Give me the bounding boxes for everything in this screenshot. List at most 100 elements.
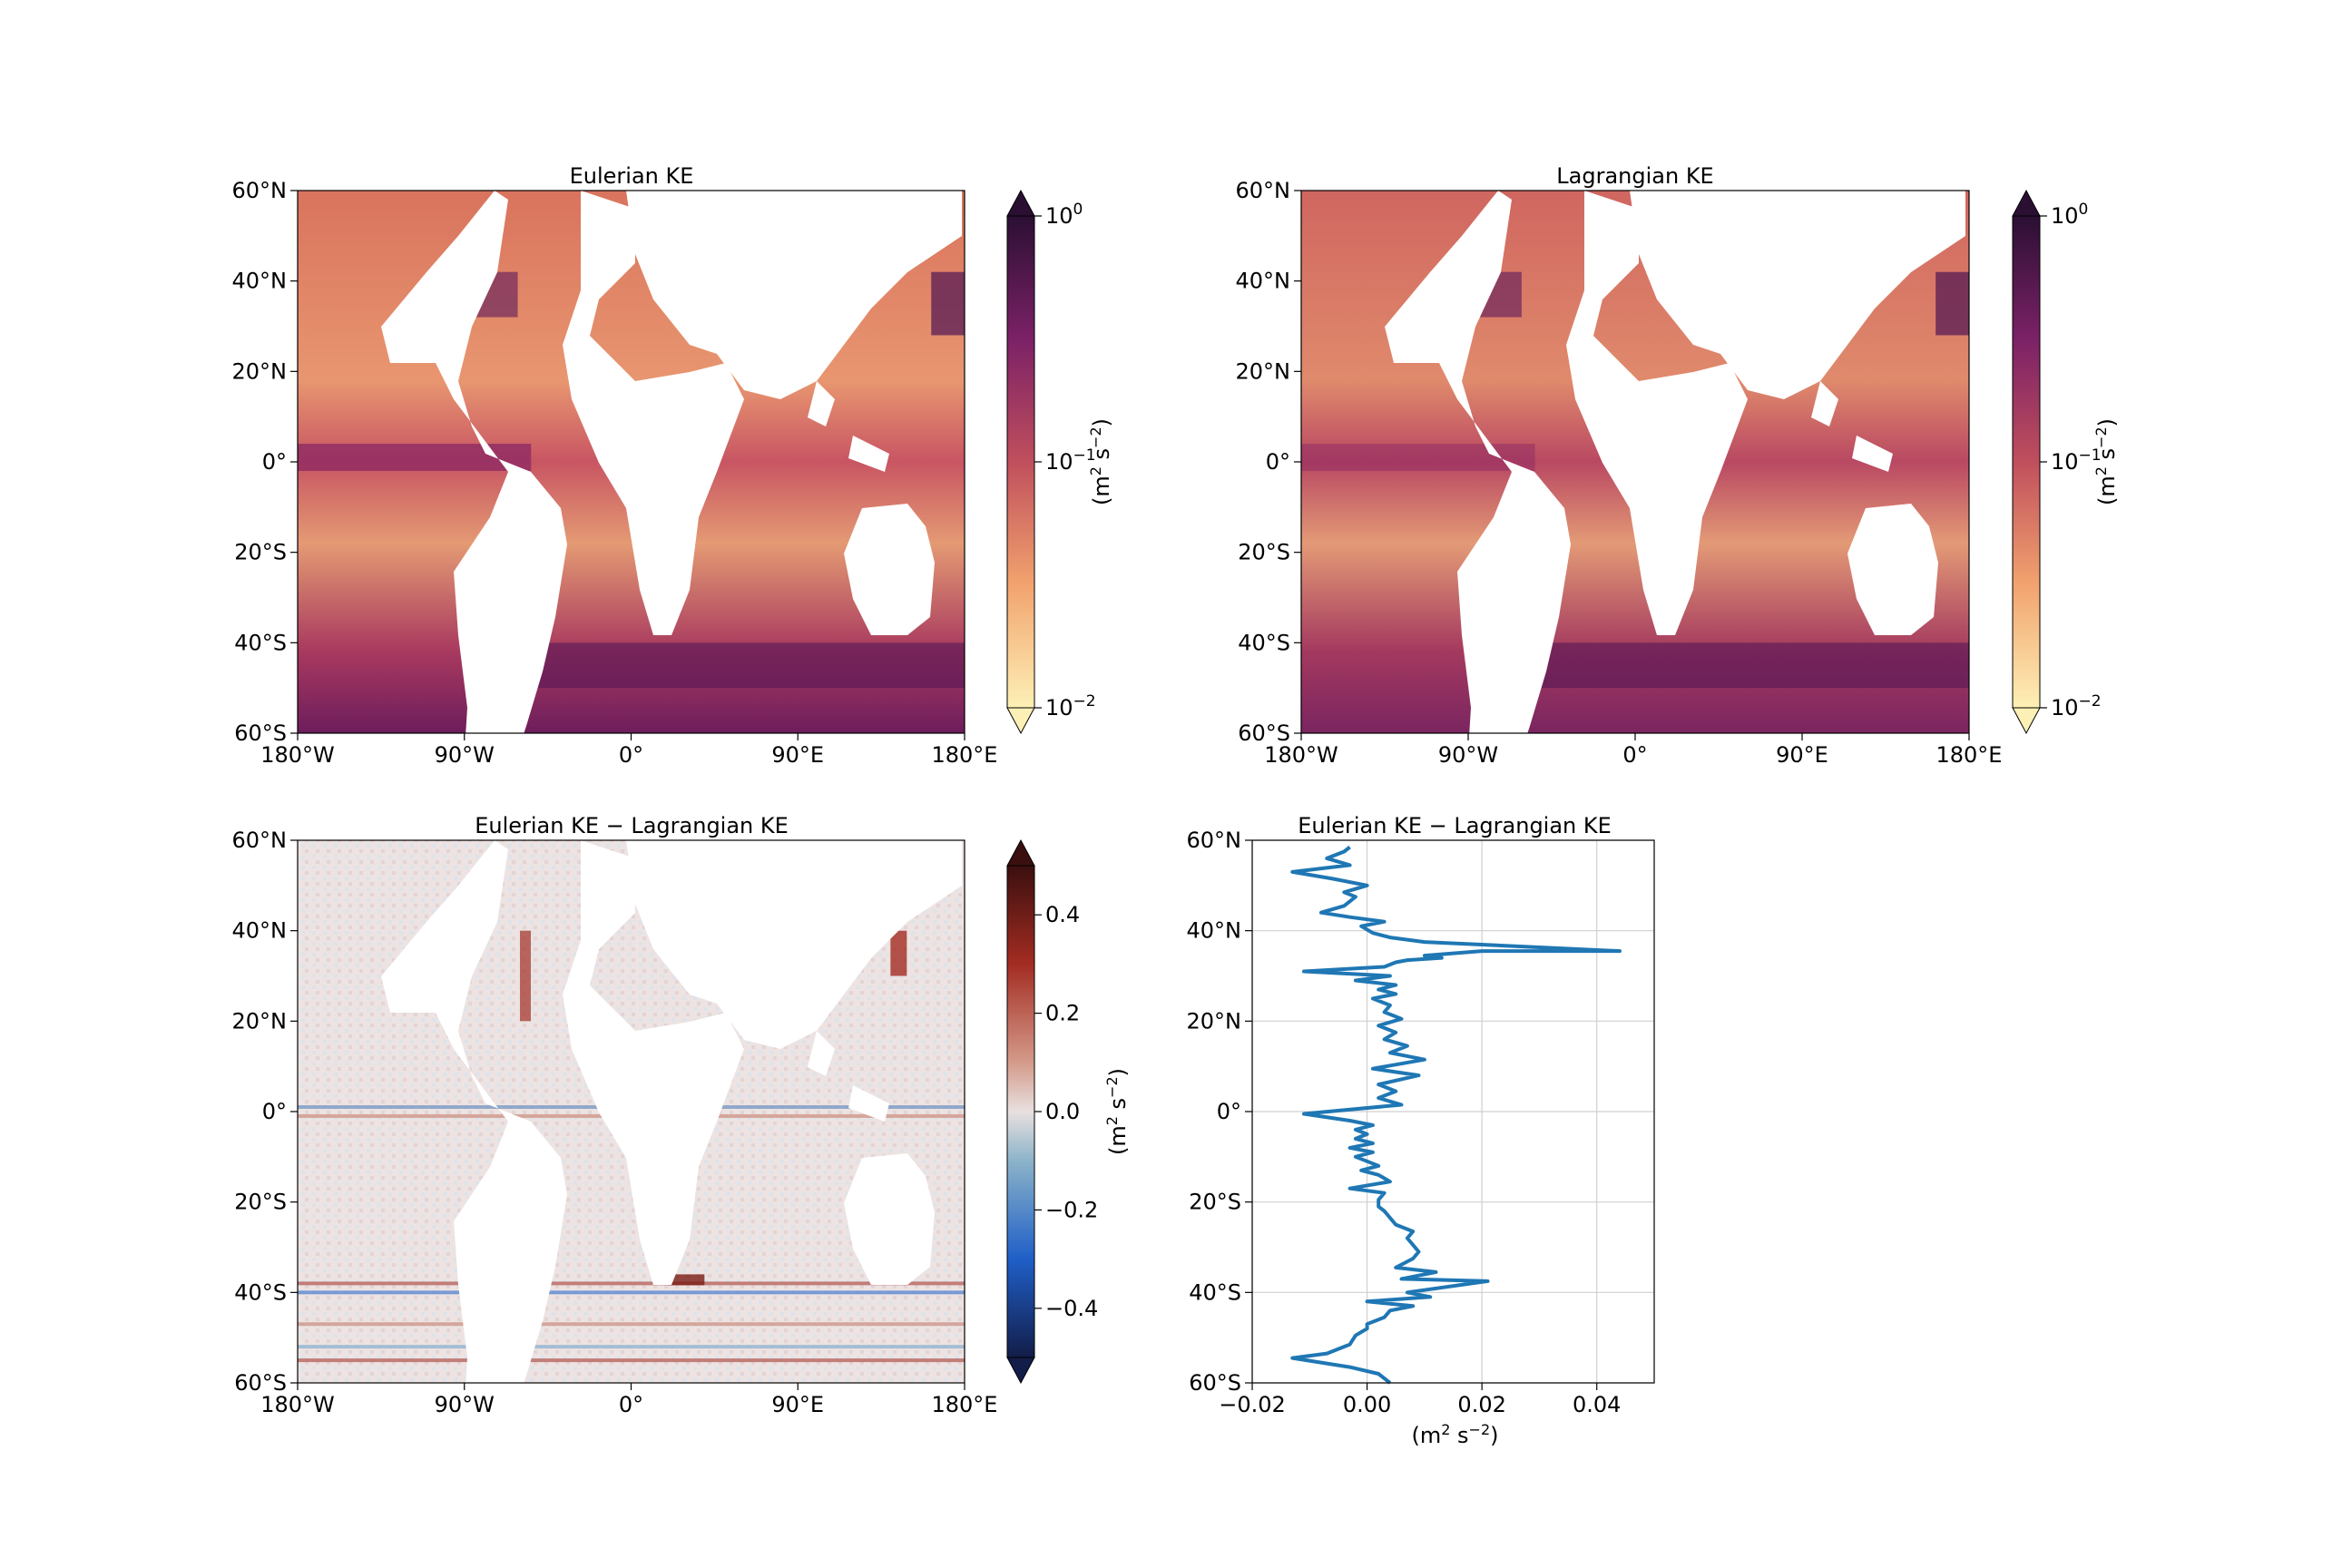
- colorbar-tick-label: 100: [1045, 201, 1083, 229]
- x-tick-label: 90°W: [1438, 742, 1498, 768]
- profile-series: [1290, 845, 1622, 1385]
- antarctic-circumpolar-band: [1501, 642, 1969, 689]
- colorbar-gradient: [1006, 215, 1035, 709]
- y-tick-label: 60°S: [1189, 1370, 1241, 1396]
- colorbar-extend-max: [1006, 189, 1035, 217]
- y-tick-label: 40°N: [1236, 269, 1291, 294]
- kuroshio-band: [931, 271, 965, 336]
- colorbar-label: (m2 s−2): [2092, 418, 2121, 505]
- equatorial-current-band: [298, 444, 532, 471]
- y-tick-label: 60°S: [1238, 720, 1290, 746]
- x-tick-label: 0°: [1622, 742, 1647, 768]
- eulerian-ke-field: [298, 191, 965, 880]
- antarctic-circumpolar-band: [497, 642, 965, 689]
- y-tick-label: 20°S: [1238, 540, 1290, 565]
- colorbar-gradient: [1006, 865, 1035, 1358]
- x-tick-label: 180°W: [260, 1392, 335, 1417]
- equatorial-current-band: [1301, 444, 1535, 471]
- y-tick-label: 20°S: [234, 1190, 287, 1215]
- profile-line: [1290, 845, 1622, 1385]
- colorbar-tick-label: −0.2: [1045, 1197, 1098, 1222]
- colorbar-label: (m2 s−2): [1103, 1068, 1132, 1155]
- colorbar-tick-label: 10−1: [2051, 446, 2102, 475]
- x-tick-label: 90°W: [435, 742, 495, 768]
- colorbar-tick-label: 0.2: [1045, 1001, 1080, 1026]
- colorbar-tick-label: 100: [2051, 201, 2088, 229]
- colorbar-extend-max: [1006, 838, 1035, 867]
- x-tick-label: 90°E: [771, 742, 824, 768]
- kuroshio-band: [1936, 271, 1969, 336]
- y-tick-label: 40°N: [1187, 918, 1242, 944]
- axes-ke-difference-profile: −0.02 0.00 0.02 0.04 60°N 40°N 20°N 0° 20°S 40°S 6…: [1187, 828, 1655, 1448]
- title-ke-difference-profile: Eulerian KE − Lagrangian KE: [1298, 813, 1612, 838]
- colorbar-eulerian-ke: 100 10−1 10−2 (m2 s−2): [1006, 189, 1115, 735]
- axes-ke-difference-map: 180°W 90°W 0° 90°E 180°E 60°N 40°N 20°N 0° 20°S 40…: [232, 828, 998, 1417]
- difference-anomaly-band: [298, 1345, 965, 1349]
- difference-anomaly-band: [298, 1290, 965, 1295]
- gulf-stream-anomaly: [520, 930, 531, 1022]
- colorbar-label: (m2 s−2): [1087, 418, 1115, 505]
- lagrangian-ke-field: [1301, 191, 1969, 880]
- y-tick-label: 40°S: [234, 1279, 287, 1305]
- x-tick-label: 180°E: [1936, 742, 2003, 768]
- y-tick-label: 40°N: [232, 918, 288, 944]
- x-tick-label: 0.00: [1343, 1392, 1391, 1417]
- x-tick-label: 180°W: [1264, 742, 1338, 768]
- x-tick-label: 180°E: [932, 1392, 998, 1417]
- colorbar-tick-label: 0.0: [1045, 1099, 1080, 1124]
- title-ke-difference-map: Eulerian KE − Lagrangian KE: [475, 813, 789, 838]
- x-tick-label: 0.04: [1573, 1392, 1621, 1417]
- colorbar-extend-max: [2012, 189, 2041, 217]
- y-tick-label: 0°: [262, 449, 287, 475]
- x-axis-label: (m2 s−2): [1411, 1421, 1498, 1449]
- y-tick-label: 60°S: [234, 1370, 287, 1396]
- colorbar-ke-difference: 0.4 0.2 0.0 −0.2 −0.4 (m2 s−2): [1006, 838, 1132, 1385]
- title-eulerian-ke: Eulerian KE: [570, 163, 694, 189]
- colorbar-extend-min: [2012, 707, 2041, 735]
- panel-lagrangian-ke: Lagrangian KE 180°W 90°W 0° 90°E 180°E 60°N 40…: [1236, 163, 2121, 880]
- panel-ke-difference-profile: Eulerian KE − Lagrangian KE −0.02 0.00 0.0…: [1187, 813, 1655, 1448]
- kuroshio-anomaly: [890, 930, 907, 976]
- difference-anomaly-band: [298, 1322, 965, 1327]
- colorbar-tick-label: 0.4: [1045, 902, 1080, 927]
- x-tick-label: 180°E: [932, 742, 998, 768]
- y-tick-label: 40°S: [234, 630, 287, 655]
- y-tick-label: 40°S: [1189, 1279, 1241, 1305]
- colorbar-tick-label: −0.4: [1045, 1296, 1098, 1321]
- axes-lagrangian-ke: 180°W 90°W 0° 90°E 180°E 60°N 40°N 20°N 0° 20°S 40…: [1236, 178, 2003, 768]
- colorbar-extend-min: [1006, 1357, 1035, 1385]
- title-lagrangian-ke: Lagrangian KE: [1556, 163, 1713, 189]
- y-tick-label: 0°: [1217, 1099, 1241, 1124]
- y-tick-label: 60°N: [232, 178, 288, 203]
- difference-anomaly-band: [298, 1358, 965, 1363]
- colorbar-extend-min: [1006, 707, 1035, 735]
- y-tick-label: 20°N: [1236, 358, 1291, 384]
- colorbar-tick-label: 10−2: [2051, 692, 2102, 720]
- x-tick-label: 0.02: [1457, 1392, 1505, 1417]
- y-tick-label: 20°N: [232, 1008, 288, 1034]
- y-tick-label: 0°: [262, 1099, 287, 1124]
- y-tick-label: 60°N: [232, 828, 288, 853]
- x-tick-label: 90°E: [1776, 742, 1828, 768]
- y-tick-label: 60°S: [234, 720, 287, 746]
- colorbar-gradient: [2012, 215, 2041, 709]
- y-tick-label: 40°S: [1238, 630, 1290, 655]
- x-tick-label: 0°: [619, 1392, 643, 1417]
- y-tick-label: 20°S: [234, 540, 287, 565]
- panel-eulerian-ke: Eulerian KE 180°W 90°W 0° 90°E 180°E 60°N 40°N…: [232, 163, 1115, 880]
- x-tick-label: 90°W: [435, 1392, 495, 1417]
- difference-anomaly-band: [298, 1281, 965, 1286]
- y-tick-label: 40°N: [232, 269, 288, 294]
- y-tick-label: 60°N: [1236, 178, 1291, 203]
- colorbar-tick-label: 10−1: [1045, 446, 1096, 475]
- x-tick-label: 90°E: [771, 1392, 824, 1417]
- colorbar-tick-label: 10−2: [1045, 692, 1096, 720]
- y-tick-label: 20°N: [232, 358, 288, 384]
- y-tick-label: 20°N: [1187, 1008, 1242, 1034]
- y-tick-label: 20°S: [1189, 1190, 1241, 1215]
- axes-eulerian-ke: 180°W 90°W 0° 90°E 180°E 60°N 40°N 20°N 0° 20°S 40…: [232, 178, 998, 768]
- colorbar-lagrangian-ke: 100 10−1 10−2 (m2 s−2): [2012, 189, 2121, 735]
- x-tick-label: 0°: [619, 742, 643, 768]
- x-tick-label: −0.02: [1219, 1392, 1286, 1417]
